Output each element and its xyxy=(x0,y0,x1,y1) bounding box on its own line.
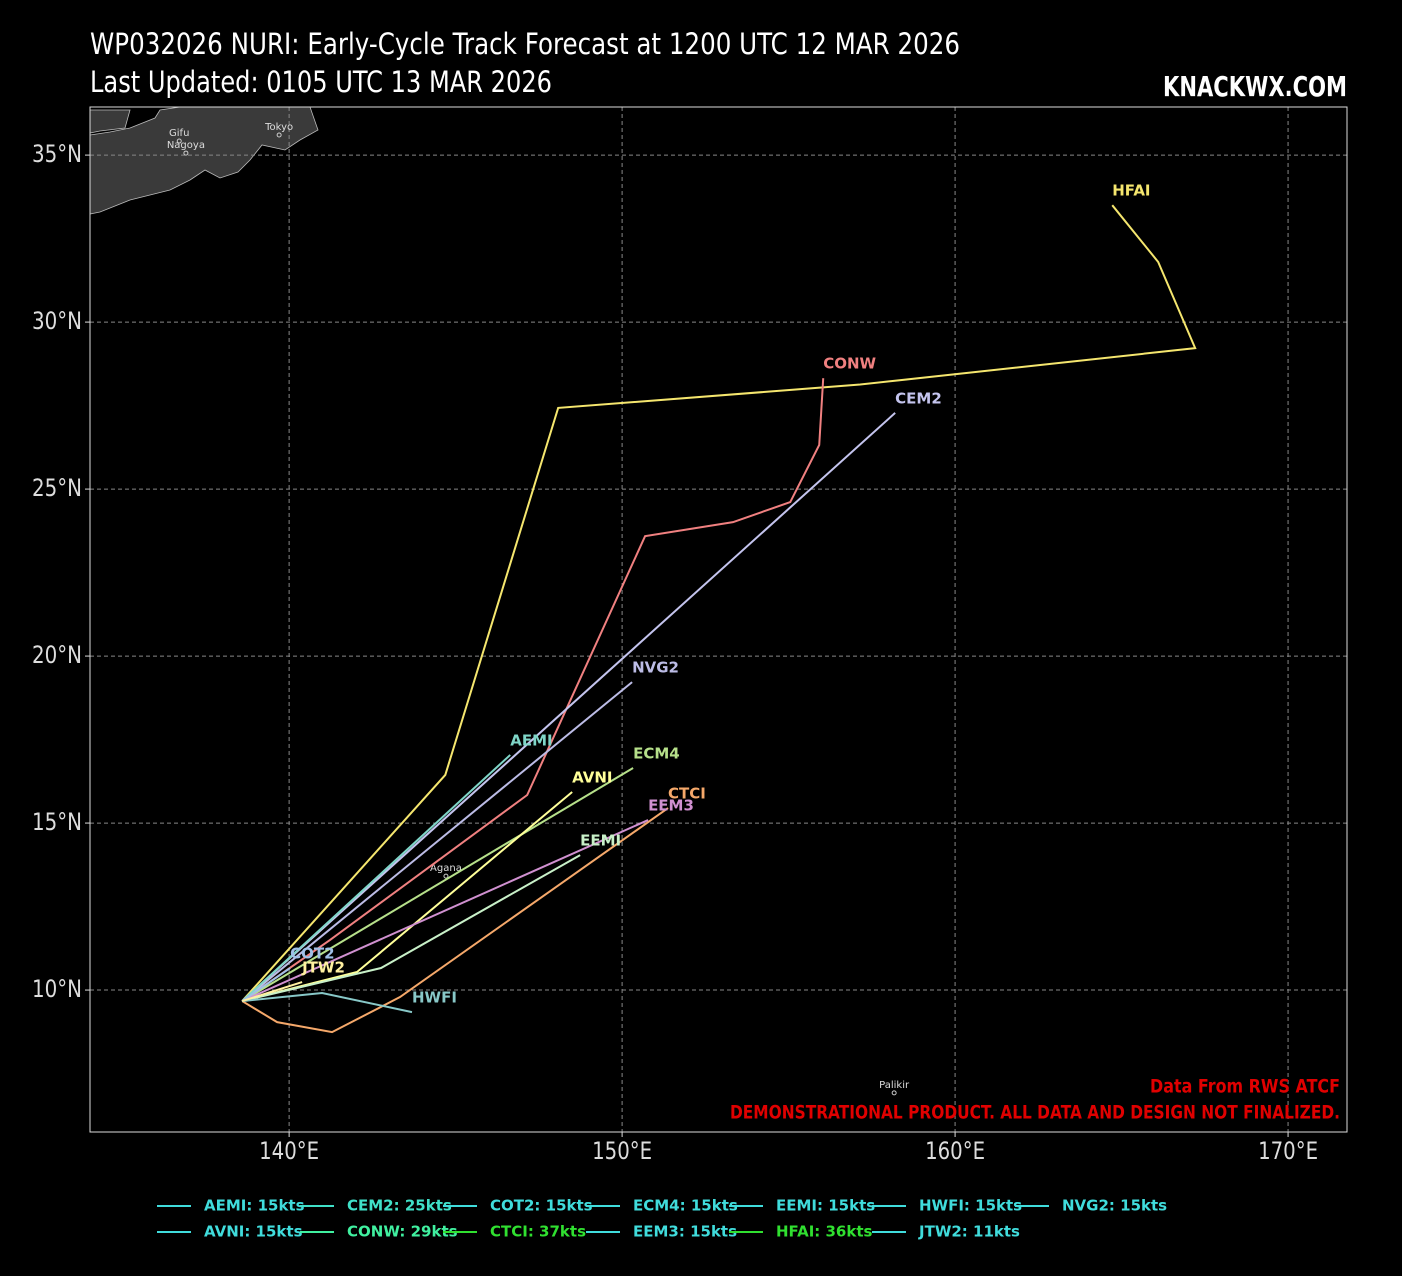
track-label: HFAI xyxy=(1112,182,1150,200)
disclaimer: DEMONSTRATIONAL PRODUCT. ALL DATA AND DE… xyxy=(730,1102,1340,1124)
legend-label: AVNI: 15kts xyxy=(204,1223,303,1241)
x-tick-label: 140°E xyxy=(259,1137,319,1165)
track-label: CONW xyxy=(823,355,876,373)
place-dot xyxy=(183,150,189,156)
place-label: Palikir xyxy=(879,1080,910,1091)
place-label: Tokyo xyxy=(264,122,293,133)
track-line xyxy=(241,754,511,1002)
track-label: NVG2 xyxy=(632,659,679,677)
place-dot xyxy=(443,873,449,879)
legend-label: AEMI: 15kts xyxy=(204,1197,305,1215)
chart-title: WP032026 NURI: Early-Cycle Track Forecas… xyxy=(90,27,960,61)
place-label: Gifu xyxy=(169,128,189,139)
place-dot xyxy=(176,138,182,144)
y-tick-label: 25°N xyxy=(32,474,82,502)
track-label: COT2 xyxy=(290,945,334,963)
legend-label: COT2: 15kts xyxy=(490,1197,593,1215)
place-dot xyxy=(891,1090,897,1096)
track-label: CTCI xyxy=(668,785,706,803)
track-line xyxy=(241,819,649,1002)
track-line xyxy=(241,981,303,1003)
legend-label: CTCI: 37kts xyxy=(490,1223,586,1241)
x-tick-label: 150°E xyxy=(592,1137,652,1165)
brand: KNACKWX.COM xyxy=(1163,70,1347,103)
track-label: JTW2 xyxy=(301,959,345,977)
track-line xyxy=(241,412,896,1002)
y-tick-label: 30°N xyxy=(32,307,82,335)
track-line xyxy=(241,967,291,1002)
legend-label: HWFI: 15kts xyxy=(919,1197,1022,1215)
legend-label: EEMI: 15kts xyxy=(776,1197,875,1215)
x-tick-label: 170°E xyxy=(1258,1137,1318,1165)
y-tick-label: 15°N xyxy=(32,808,82,836)
y-tick-label: 20°N xyxy=(32,641,82,669)
legend-label: EEM3: 15kts xyxy=(633,1223,737,1241)
legend-label: CONW: 29kts xyxy=(347,1223,458,1241)
legend-label: JTW2: 11kts xyxy=(918,1223,1020,1241)
place-label: Nagoya xyxy=(167,140,205,151)
track-line xyxy=(241,807,669,1034)
y-tick-label: 35°N xyxy=(32,140,82,168)
track-line xyxy=(241,204,1197,1002)
track-label: ECM4 xyxy=(633,744,680,762)
track-line xyxy=(241,378,825,1002)
track-label: HWFI xyxy=(412,989,457,1007)
legend-label: HFAI: 36kts xyxy=(776,1223,873,1241)
track-label: AEMI xyxy=(510,731,552,749)
place-dot xyxy=(276,132,282,138)
track-label: EEM3 xyxy=(648,797,694,815)
track-line xyxy=(241,767,634,1002)
x-tick-label: 160°E xyxy=(925,1137,985,1165)
place-label: Agana xyxy=(430,863,462,874)
source-note: Data From RWS ATCF xyxy=(1150,1076,1340,1098)
track-line xyxy=(241,681,633,1002)
legend-label: CEM2: 25kts xyxy=(347,1197,452,1215)
chart-subtitle: Last Updated: 0105 UTC 13 MAR 2026 xyxy=(90,65,552,99)
track-label: EEMI xyxy=(580,832,621,850)
track-line xyxy=(242,992,413,1014)
track-label: CEM2 xyxy=(895,389,942,407)
plot-frame xyxy=(89,106,1348,1133)
track-label: AVNI xyxy=(572,769,612,787)
land xyxy=(89,106,319,215)
japan xyxy=(89,106,319,215)
legend-label: ECM4: 15kts xyxy=(633,1197,738,1215)
track-line xyxy=(241,854,581,1003)
legend-label: NVG2: 15kts xyxy=(1062,1197,1167,1215)
y-tick-label: 10°N xyxy=(32,975,82,1003)
